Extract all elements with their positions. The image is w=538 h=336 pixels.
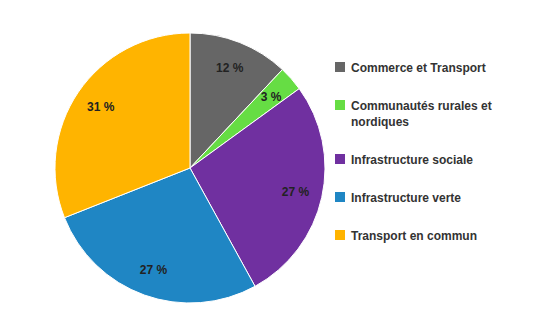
- svg-text:3 %: 3 %: [261, 90, 282, 104]
- svg-text:12 %: 12 %: [216, 61, 244, 75]
- html-text:Transport en commun: Transport en commun: [351, 229, 477, 243]
- html-text:Infrastructure sociale: Infrastructure sociale: [351, 153, 473, 167]
- html-text:Commerce et Transport: Commerce et Transport: [351, 61, 486, 75]
- html-text:Communautés rurales et nordiqu: Communautés rurales et nordiques: [351, 99, 492, 129]
- svg-text:31 %: 31 %: [87, 100, 115, 114]
- svg-text:27 %: 27 %: [282, 185, 310, 199]
- html-text:Infrastructure verte: Infrastructure verte: [351, 191, 461, 205]
- svg-text:27 %: 27 %: [140, 263, 168, 277]
